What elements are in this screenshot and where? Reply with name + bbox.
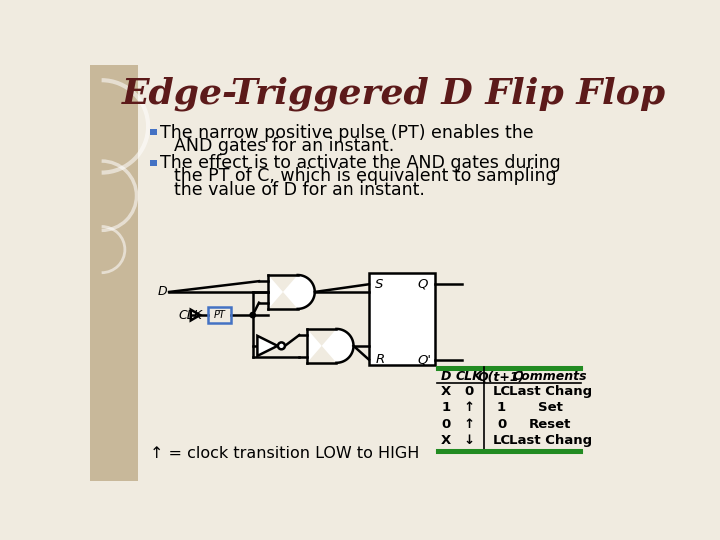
Text: ↑: ↑ <box>464 417 474 430</box>
Bar <box>369 273 435 365</box>
Text: 1: 1 <box>441 401 450 414</box>
Text: Q': Q' <box>418 353 432 366</box>
Text: 0: 0 <box>441 417 450 430</box>
Text: Q(t+1): Q(t+1) <box>478 370 525 383</box>
Text: 0: 0 <box>497 417 506 430</box>
Text: D: D <box>441 370 451 383</box>
Text: D: D <box>158 286 168 299</box>
Bar <box>150 129 157 135</box>
Circle shape <box>278 342 285 349</box>
Text: the PT of C, which is equivalent to sampling: the PT of C, which is equivalent to samp… <box>174 167 557 185</box>
Text: Edge-Triggered D Flip Flop: Edge-Triggered D Flip Flop <box>122 77 666 111</box>
Text: Set: Set <box>538 401 563 414</box>
Polygon shape <box>269 275 315 309</box>
Bar <box>90 65 138 481</box>
Text: 1: 1 <box>497 401 506 414</box>
Text: LC: LC <box>492 434 510 447</box>
Text: X: X <box>441 434 451 447</box>
Text: AND gates for an instant.: AND gates for an instant. <box>174 137 394 154</box>
Text: Reset: Reset <box>529 417 572 430</box>
Circle shape <box>250 312 256 318</box>
Bar <box>208 307 231 323</box>
Text: The narrow positive pulse (PT) enables the: The narrow positive pulse (PT) enables t… <box>160 124 534 141</box>
Text: R: R <box>375 353 384 366</box>
Text: ↓: ↓ <box>464 434 474 447</box>
Text: The effect is to activate the AND gates during: The effect is to activate the AND gates … <box>160 154 560 172</box>
Polygon shape <box>258 336 277 356</box>
Text: LC: LC <box>492 385 510 398</box>
Text: CLK: CLK <box>179 308 202 321</box>
Text: Last Chang: Last Chang <box>509 434 592 447</box>
Text: CLK: CLK <box>456 370 482 383</box>
Bar <box>150 159 157 166</box>
Text: Q: Q <box>418 278 428 291</box>
Text: Last Chang: Last Chang <box>509 385 592 398</box>
Text: the value of D for an instant.: the value of D for an instant. <box>174 180 425 199</box>
Text: ↑: ↑ <box>464 401 474 414</box>
Text: S: S <box>375 278 384 291</box>
Polygon shape <box>307 329 354 363</box>
Text: 0: 0 <box>464 385 474 398</box>
Text: Comments: Comments <box>513 370 588 383</box>
Text: ↑ = clock transition LOW to HIGH: ↑ = clock transition LOW to HIGH <box>150 446 420 461</box>
Text: X: X <box>441 385 451 398</box>
Text: PT: PT <box>214 310 225 320</box>
